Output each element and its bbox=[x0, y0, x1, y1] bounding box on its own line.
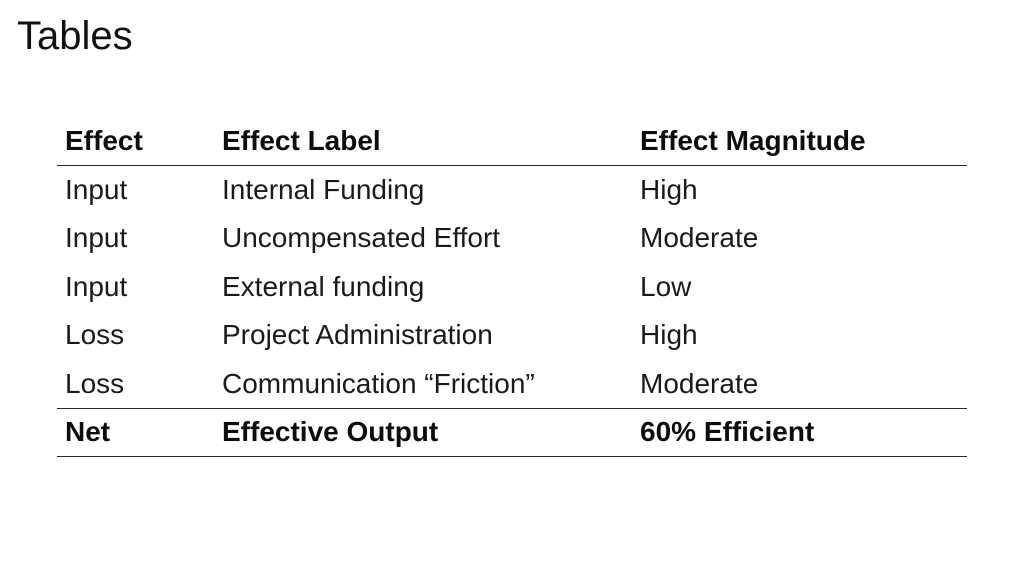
cell-effect: Loss bbox=[65, 319, 125, 351]
table-header-row: Effect Effect Label Effect Magnitude bbox=[57, 117, 967, 166]
cell-effect: Input bbox=[65, 270, 128, 302]
cell-label: Uncompensated Effort bbox=[222, 222, 501, 254]
cell-magnitude: Low bbox=[640, 270, 692, 302]
cell-magnitude: Moderate bbox=[640, 222, 759, 254]
header-effect-label: Effect Label bbox=[222, 124, 381, 156]
table-row: Input Internal Funding High bbox=[57, 166, 967, 215]
table-footer-row: Net Effective Output 60% Efficient bbox=[57, 408, 967, 457]
table-row: Input External funding Low bbox=[57, 263, 967, 312]
cell-label: Communication “Friction” bbox=[222, 367, 535, 399]
cell-effect: Input bbox=[65, 222, 128, 254]
cell-magnitude: High bbox=[640, 319, 698, 351]
cell-label: Internal Funding bbox=[222, 173, 425, 205]
header-effect: Effect bbox=[65, 124, 143, 156]
footer-label: Effective Output bbox=[222, 416, 439, 448]
table-row: Input Uncompensated Effort Moderate bbox=[57, 214, 967, 263]
footer-effect: Net bbox=[65, 416, 111, 448]
effects-table: Effect Effect Label Effect Magnitude Inp… bbox=[57, 117, 967, 457]
footer-magnitude: 60% Efficient bbox=[640, 416, 815, 448]
cell-label: Project Administration bbox=[222, 319, 493, 351]
table-row: Loss Communication “Friction” Moderate bbox=[57, 360, 967, 409]
header-effect-magnitude: Effect Magnitude bbox=[640, 124, 866, 156]
cell-magnitude: Moderate bbox=[640, 367, 759, 399]
table-row: Loss Project Administration High bbox=[57, 311, 967, 360]
cell-effect: Loss bbox=[65, 367, 125, 399]
cell-magnitude: High bbox=[640, 173, 698, 205]
slide-title: Tables bbox=[17, 14, 133, 58]
cell-label: External funding bbox=[222, 270, 425, 302]
cell-effect: Input bbox=[65, 173, 128, 205]
